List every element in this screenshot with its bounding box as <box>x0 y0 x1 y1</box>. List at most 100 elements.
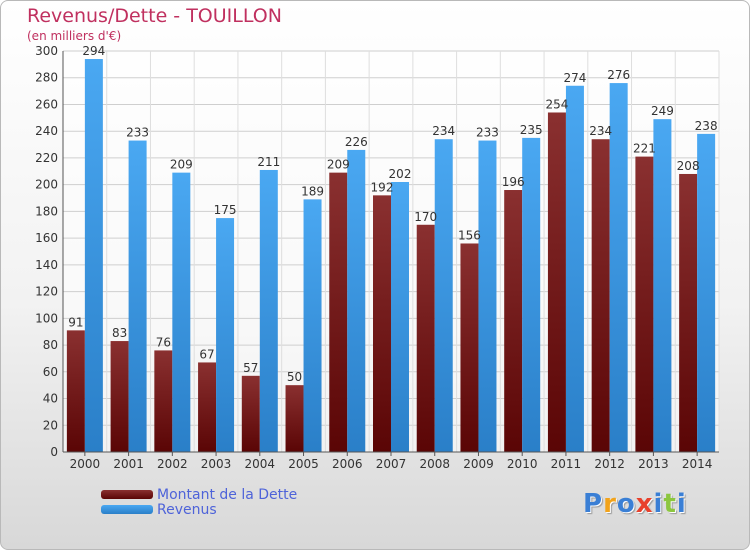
y-tick-label: 260 <box>35 97 58 111</box>
data-label-dette: 91 <box>68 315 83 329</box>
bar-revenus <box>522 137 541 452</box>
bar-revenus <box>478 140 497 452</box>
logo-letter: i <box>653 489 664 519</box>
bar-dette <box>504 190 523 452</box>
y-tick-label: 160 <box>35 231 58 245</box>
data-label-revenus: 294 <box>82 44 105 58</box>
bar-dette <box>154 350 173 452</box>
logo-letter: x <box>635 489 654 519</box>
data-label-revenus: 249 <box>651 104 674 118</box>
data-label-revenus: 233 <box>126 126 149 140</box>
y-tick-label: 40 <box>43 392 58 406</box>
y-tick-label: 80 <box>43 338 58 352</box>
bar-dette <box>416 224 435 452</box>
proxiti-logo: Proxiti <box>583 489 687 519</box>
legend-label-revenus: Revenus <box>157 502 217 518</box>
legend-swatch-revenus <box>101 505 153 514</box>
x-tick-label: 2009 <box>463 457 494 471</box>
bar-dette <box>635 156 654 452</box>
bar-revenus <box>565 85 584 453</box>
bar-revenus <box>216 218 235 452</box>
data-label-revenus: 189 <box>301 184 324 198</box>
legend-swatch-dette <box>101 490 153 499</box>
logo-letter: P <box>583 489 604 519</box>
data-label-revenus: 233 <box>476 126 499 140</box>
y-tick-label: 280 <box>35 71 58 85</box>
x-tick-label: 2014 <box>682 457 713 471</box>
x-tick-label: 2001 <box>113 457 144 471</box>
bar-dette <box>285 385 304 452</box>
legend-label-dette: Montant de la Dette <box>157 487 298 503</box>
bar-revenus <box>128 140 147 452</box>
data-label-dette: 234 <box>589 124 612 138</box>
bar-dette <box>241 375 260 452</box>
data-label-dette: 254 <box>545 97 568 111</box>
data-label-revenus: 226 <box>345 135 368 149</box>
data-label-dette: 221 <box>633 142 656 156</box>
logo-letter: i <box>676 489 687 519</box>
y-tick-label: 140 <box>35 258 58 272</box>
data-label-dette: 50 <box>287 370 302 384</box>
x-tick-label: 2007 <box>376 457 407 471</box>
data-label-dette: 208 <box>677 159 700 173</box>
data-label-dette: 196 <box>502 175 525 189</box>
data-label-revenus: 211 <box>257 155 280 169</box>
x-tick-label: 2011 <box>551 457 582 471</box>
data-label-dette: 83 <box>112 326 127 340</box>
x-tick-label: 2006 <box>332 457 363 471</box>
y-tick-label: 180 <box>35 204 58 218</box>
x-tick-label: 2002 <box>157 457 188 471</box>
bar-revenus <box>609 83 628 452</box>
y-tick-label: 240 <box>35 124 58 138</box>
x-tick-label: 2012 <box>594 457 625 471</box>
data-label-dette: 67 <box>199 347 214 361</box>
data-label-revenus: 276 <box>607 68 630 82</box>
bar-dette <box>373 195 391 453</box>
chart-title: Revenus/Dette - TOUILLON <box>27 5 282 27</box>
data-label-dette: 57 <box>243 361 258 375</box>
bar-revenus <box>434 139 453 452</box>
data-label-revenus: 209 <box>170 158 193 172</box>
x-tick-label: 2013 <box>638 457 669 471</box>
data-label-dette: 209 <box>327 158 350 172</box>
x-tick-label: 2004 <box>245 457 276 471</box>
bar-dette <box>110 341 129 452</box>
data-label-dette: 170 <box>414 210 437 224</box>
chart-subtitle: (en milliers d'€) <box>27 29 122 43</box>
y-tick-label: 200 <box>35 178 58 192</box>
y-tick-label: 60 <box>43 365 58 379</box>
bar-dette <box>460 243 479 452</box>
data-label-dette: 156 <box>458 228 481 242</box>
data-label-revenus: 202 <box>389 167 412 181</box>
logo-letter: o <box>616 489 636 519</box>
data-label-revenus: 238 <box>695 119 718 133</box>
data-label-revenus: 175 <box>214 203 237 217</box>
bar-revenus <box>303 199 322 452</box>
bar-revenus <box>653 119 672 453</box>
bar-revenus <box>391 181 409 452</box>
data-label-revenus: 234 <box>432 124 455 138</box>
y-tick-label: 20 <box>43 418 58 432</box>
bar-dette <box>591 139 610 452</box>
logo-letter: t <box>663 489 677 519</box>
bar-dette <box>66 330 85 452</box>
y-tick-label: 120 <box>35 285 58 299</box>
x-tick-label: 2010 <box>507 457 538 471</box>
data-label-dette: 76 <box>156 335 171 349</box>
data-label-revenus: 274 <box>563 71 586 85</box>
data-label-dette: 192 <box>371 180 394 194</box>
bar-revenus <box>259 169 278 453</box>
bar-dette <box>547 112 566 452</box>
bar-revenus <box>84 59 103 453</box>
y-tick-label: 0 <box>50 445 58 459</box>
y-tick-label: 100 <box>35 311 58 325</box>
bar-dette <box>679 173 698 452</box>
x-tick-label: 2005 <box>288 457 319 471</box>
bar-dette <box>198 362 217 452</box>
bar-dette <box>329 172 348 453</box>
bar-revenus <box>172 172 191 453</box>
y-tick-label: 300 <box>35 44 58 58</box>
data-label-revenus: 235 <box>520 123 543 137</box>
